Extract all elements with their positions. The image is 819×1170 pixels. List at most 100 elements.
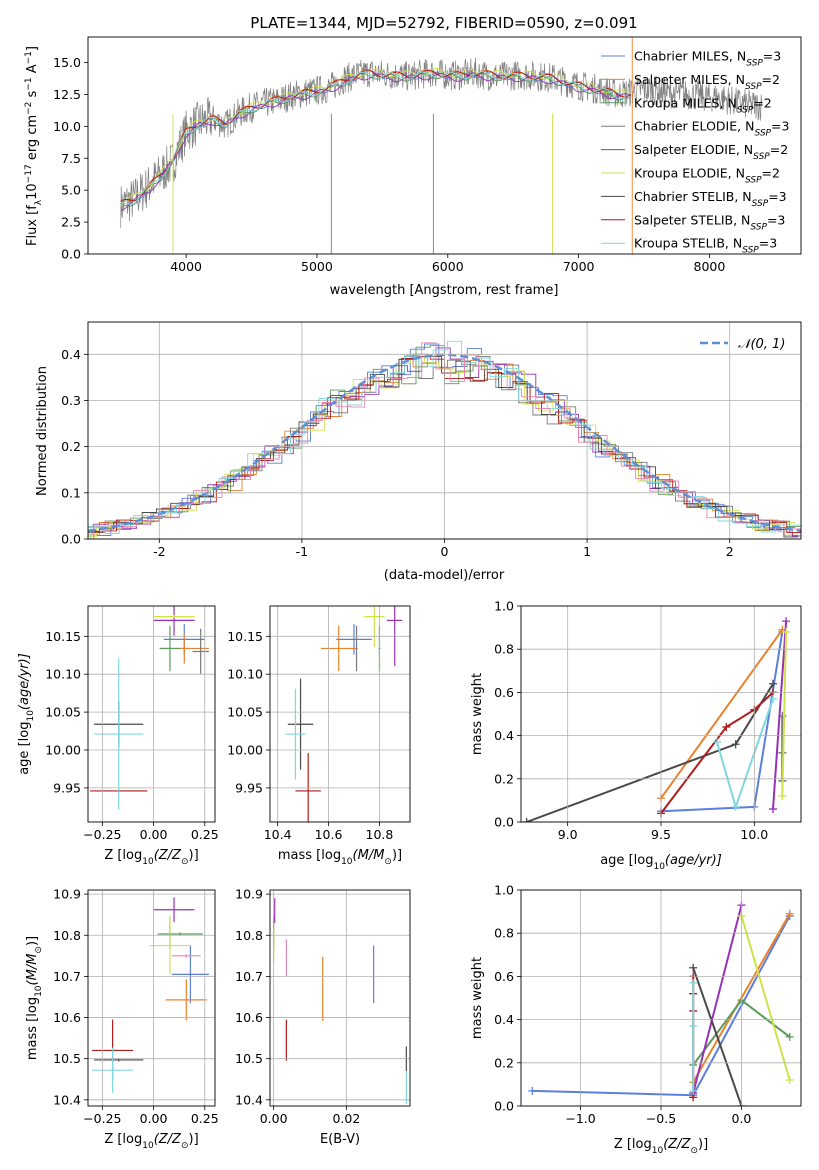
label-part: =2 xyxy=(770,142,788,157)
label-part: 10 xyxy=(341,857,353,867)
y-tick-label: 0.6 xyxy=(494,685,514,700)
x-tick-label: 9.5 xyxy=(651,827,671,842)
age-Z-axes: −0.25 0.00 0.25 9.95 10.00 10.05 10.10 10.15 xyxy=(45,605,219,842)
figure-title: PLATE=1344, MJD=52792, FIBERID=0590, z=0… xyxy=(250,14,637,32)
weight-point-marker xyxy=(731,740,740,749)
y-tick-label: 15.0 xyxy=(53,55,81,70)
y-tick-label: 10.9 xyxy=(53,887,81,902)
weight-point-marker xyxy=(722,722,731,731)
y-tick-label: 10.10 xyxy=(227,667,263,682)
label-part: SSP xyxy=(745,176,762,186)
axes-frame xyxy=(520,605,802,823)
label-part: erg cm xyxy=(25,115,40,164)
label-part: Kroupa MILES, N xyxy=(634,95,737,110)
y-tick-label: 0.4 xyxy=(494,728,514,743)
weight-series-line xyxy=(526,683,774,822)
label-part: −17 xyxy=(24,164,34,183)
mass-EBV-axes: 0.00 0.02 10.4 10.5 10.6 10.7 10.8 10.9 xyxy=(235,887,411,1126)
legend-label: Kroupa ELODIE, NSSP=2 xyxy=(634,166,780,186)
residual-axes: -2 -1 0 1 2 0.0 0.1 0.2 0.3 0.4 xyxy=(61,321,802,559)
y-axis-label: mass weight xyxy=(470,673,485,755)
label-part: Salpeter MILES, N xyxy=(634,72,745,87)
y-tick-label: 1.0 xyxy=(494,599,514,614)
label-part: Z [log xyxy=(104,1132,142,1147)
x-axis-label: wavelength [Angstrom, rest frame] xyxy=(330,283,559,298)
x-tick-label: −0.5 xyxy=(646,1111,676,1126)
y-tick-label: 2.5 xyxy=(61,215,81,230)
weight-point-marker xyxy=(785,909,794,918)
label-part: SSP xyxy=(737,105,754,115)
weight-series-line xyxy=(660,691,774,815)
x-axis-label: mass [log10(M/M⊙)] xyxy=(278,848,402,867)
label-part: Kroupa STELIB, N xyxy=(634,236,742,251)
spectrum-axes: 4000 5000 6000 7000 8000 0.0 2.5 5.0 7.5 10.0 12.5… xyxy=(53,36,802,274)
label-part: =3 xyxy=(771,119,789,134)
label-part: (M/M xyxy=(353,848,385,863)
weight-point-marker xyxy=(731,802,740,811)
label-part: 10 xyxy=(25,183,40,200)
y-tick-label: 5.0 xyxy=(61,183,81,198)
x-tick-label: 8000 xyxy=(694,259,726,274)
y-tick-label: 10.8 xyxy=(235,928,263,943)
x-tick-label: 0.02 xyxy=(332,1111,360,1126)
mass-Z-axes: −0.25 0.00 0.25 10.4 10.5 10.6 10.7 10.8 10.9 xyxy=(53,887,219,1126)
weight-point-marker xyxy=(689,1022,698,1031)
label-part: SSP xyxy=(750,222,767,232)
spectrum-model-line xyxy=(120,72,632,207)
axes-frame xyxy=(520,889,802,1107)
y-axis-label: Normed distribution xyxy=(35,366,50,496)
label-part: Chabrier ELODIE, N xyxy=(634,119,754,134)
weight-point-marker xyxy=(713,738,721,747)
legend-label: Salpeter MILES, NSSP=2 xyxy=(634,72,780,92)
legend-label: Kroupa STELIB, NSSP=3 xyxy=(634,236,777,256)
label-part: Z [log xyxy=(614,1137,652,1152)
y-tick-label: 0.8 xyxy=(494,926,514,941)
y-tick-label: 12.5 xyxy=(53,87,81,102)
spectrum-model-line xyxy=(120,69,632,202)
y-tick-label: 10.4 xyxy=(53,1092,81,1107)
label-part: SSP xyxy=(752,199,769,209)
label-part: (Z/Z xyxy=(154,848,182,863)
weight-series-line xyxy=(660,631,784,813)
label-part: =3 xyxy=(759,236,777,251)
label-part: =3 xyxy=(767,212,785,227)
residual-histogram xyxy=(90,340,801,539)
x-tick-label: 4000 xyxy=(170,259,202,274)
weight-point-marker xyxy=(769,679,777,688)
x-tick-label: 6000 xyxy=(432,259,464,274)
label-part: ⊙ xyxy=(181,857,189,867)
weight-series-line xyxy=(692,967,743,1106)
axes-frame xyxy=(87,36,802,255)
label-part: =3 xyxy=(763,49,781,64)
weight-point-marker xyxy=(689,1086,698,1095)
label-part: (age/yr)] xyxy=(665,853,722,868)
label-part: s xyxy=(25,90,40,101)
label-part: 10 xyxy=(142,857,154,867)
x-tick-label: 10.4 xyxy=(264,827,292,842)
weight-Z-axes: −1.0 −0.5 0.0 0.0 0.2 0.4 0.6 0.8 1.0 xyxy=(494,883,802,1126)
x-tick-label: −1.0 xyxy=(565,1111,595,1126)
x-tick-label: 10.6 xyxy=(315,827,343,842)
y-tick-label: 0.0 xyxy=(61,532,81,547)
label-part: )] xyxy=(392,848,402,863)
plot-area xyxy=(522,617,791,822)
label-part: Kroupa ELODIE, N xyxy=(634,166,745,181)
x-tick-label: 0.00 xyxy=(140,1111,168,1126)
label-part: )] xyxy=(189,848,199,863)
spectrum-model-line xyxy=(120,70,632,205)
plot-area xyxy=(92,897,209,1093)
y-tick-label: 0.1 xyxy=(61,485,81,500)
y-tick-label: 10.10 xyxy=(45,667,81,682)
spectrum-model-line xyxy=(120,68,632,206)
axes-frame xyxy=(87,889,216,1107)
label-part: )] xyxy=(25,936,40,946)
label-part: −2 xyxy=(24,102,34,115)
age-mass-axes: 10.4 10.6 10.8 9.95 10.00 10.05 10.10 10.15 xyxy=(227,605,411,842)
weight-point-marker xyxy=(522,818,531,822)
weight-series-line xyxy=(692,904,743,1094)
label-part: ] xyxy=(25,46,40,51)
x-tick-label: 1 xyxy=(583,544,591,559)
weight-point-marker xyxy=(528,1086,537,1095)
